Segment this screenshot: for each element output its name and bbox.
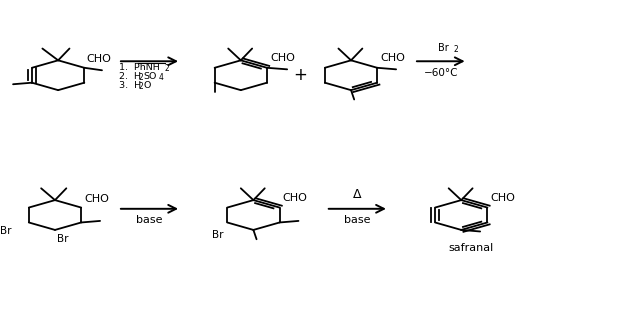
Text: −60°C: −60°C	[423, 68, 458, 78]
Text: +: +	[294, 66, 308, 84]
Text: 2: 2	[453, 45, 458, 54]
Text: Br: Br	[57, 234, 68, 244]
Text: 3.  H: 3. H	[119, 81, 142, 90]
Text: base: base	[137, 215, 162, 225]
Text: CHO: CHO	[490, 193, 516, 203]
Text: 2: 2	[164, 64, 169, 73]
Text: 2: 2	[138, 73, 143, 82]
Text: SO: SO	[143, 72, 157, 81]
Text: CHO: CHO	[84, 194, 109, 204]
Text: safranal: safranal	[448, 243, 494, 253]
Text: 1.  PhNH: 1. PhNH	[119, 63, 160, 72]
Text: O: O	[143, 81, 150, 90]
Text: CHO: CHO	[283, 193, 308, 203]
Text: 4: 4	[159, 73, 164, 82]
Text: Br: Br	[437, 42, 448, 52]
Text: 2.  H: 2. H	[119, 72, 141, 81]
Text: base: base	[344, 215, 370, 225]
Text: Δ: Δ	[353, 188, 362, 201]
Text: CHO: CHO	[380, 53, 405, 63]
Text: CHO: CHO	[86, 54, 111, 64]
Text: Br: Br	[212, 230, 224, 240]
Text: 2: 2	[138, 82, 143, 91]
Text: CHO: CHO	[270, 53, 295, 63]
Text: Br: Br	[1, 226, 12, 236]
